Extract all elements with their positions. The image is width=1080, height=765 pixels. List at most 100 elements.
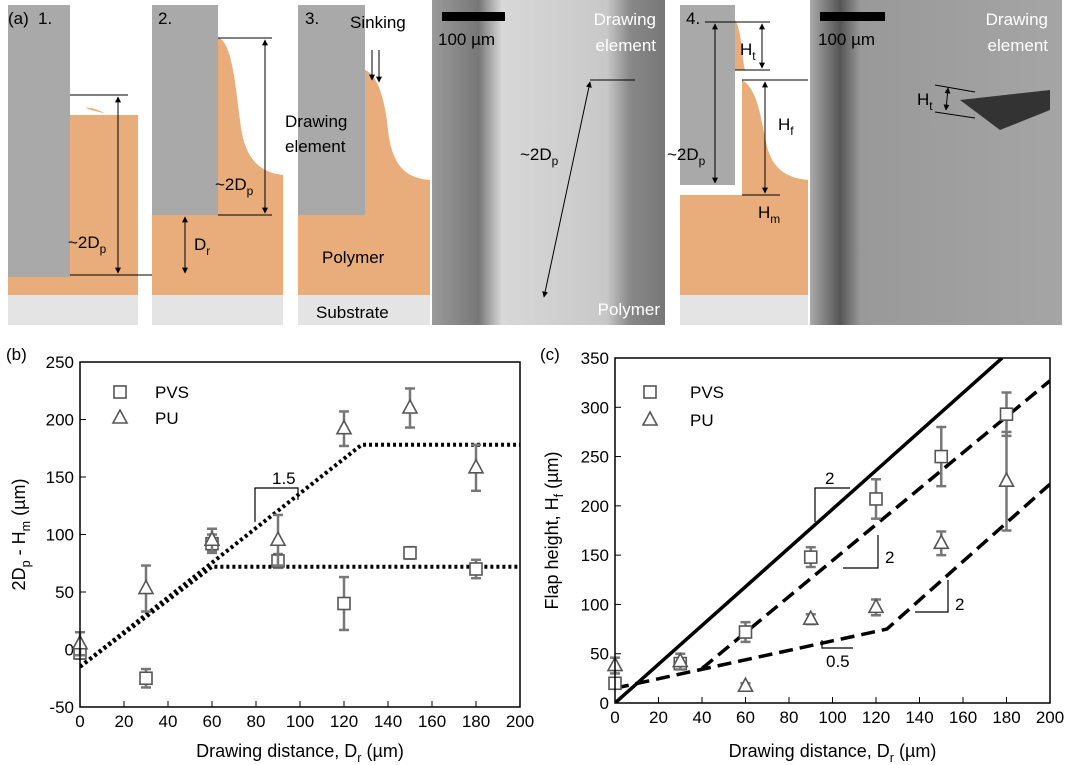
sub: m <box>19 521 33 532</box>
x-tick-label: 160 <box>418 712 446 731</box>
annotation: 2 <box>955 595 964 614</box>
plot-frame <box>614 357 1051 704</box>
label: Drawing <box>594 10 656 29</box>
sub: f <box>790 124 794 138</box>
point <box>869 492 883 506</box>
label: Polymer <box>322 248 385 267</box>
sub: r <box>890 751 894 765</box>
label: Substrate <box>316 303 389 322</box>
y-tick-label: 250 <box>581 448 609 467</box>
x-tick-label: 140 <box>374 712 402 731</box>
panel-label: (b) <box>6 345 27 364</box>
reference-line <box>80 442 520 669</box>
point <box>335 419 353 435</box>
legend-marker <box>643 385 657 399</box>
legend-marker <box>641 410 659 426</box>
axis-label: Flap height, Hf (µm) <box>542 452 566 610</box>
text: H <box>917 90 929 109</box>
scale-label: 100 µm <box>438 30 495 49</box>
step-label: 3. <box>305 9 319 28</box>
text: - H <box>9 531 29 560</box>
x-tick-label: 40 <box>693 708 712 727</box>
point <box>203 530 221 547</box>
annotation: 2 <box>885 548 894 567</box>
x-tick-label: 60 <box>736 708 755 727</box>
x-tick-label: 0 <box>75 712 84 731</box>
slope-bracket <box>843 535 879 569</box>
point <box>401 398 419 414</box>
dim-label: ~2Dp <box>520 145 559 168</box>
text: (µm) <box>361 741 403 761</box>
drawing-element <box>680 5 735 185</box>
y-tick-label: 250 <box>46 353 74 372</box>
sub: m <box>770 212 780 226</box>
drawing-element <box>298 5 365 215</box>
text: ~2D <box>215 175 247 194</box>
panel-a: (a) 1. 2. 3. 4. ~2Dp ~2Dp Dr Drawing ele… <box>8 0 1062 325</box>
polymer <box>298 70 430 295</box>
drawing-element <box>8 5 70 277</box>
x-tick-label: 200 <box>1036 708 1064 727</box>
x-tick-label: 180 <box>992 708 1020 727</box>
reference-line <box>615 358 1004 703</box>
panel-label: (a) <box>8 9 29 28</box>
text: ~2D <box>520 145 552 164</box>
sub: t <box>752 49 756 63</box>
y-tick-label: 200 <box>46 411 74 430</box>
panel-label: (c) <box>540 345 560 364</box>
label: Drawing <box>285 112 347 131</box>
substrate <box>152 295 283 325</box>
text: Drawing distance, D <box>729 741 890 761</box>
point <box>469 562 483 576</box>
drawing-element <box>152 5 218 215</box>
y-tick-label: 300 <box>581 398 609 417</box>
reference-line <box>700 379 1050 670</box>
y-tick-label: 0 <box>600 694 609 713</box>
label: Polymer <box>598 300 661 319</box>
x-tick-label: 100 <box>286 712 314 731</box>
text: Drawing distance, D <box>196 741 357 761</box>
point <box>738 625 753 639</box>
y-tick-label: 100 <box>581 595 609 614</box>
point <box>934 449 949 464</box>
text: H <box>778 115 790 134</box>
y-tick-label: 50 <box>590 645 609 664</box>
legend-label: PVS <box>690 383 724 402</box>
step-label: 1. <box>38 9 52 28</box>
axis-label: Drawing distance, Dr (µm) <box>729 741 937 765</box>
legend-label: PVS <box>155 383 189 402</box>
x-tick-label: 180 <box>462 712 490 731</box>
text: (µm) <box>894 741 936 761</box>
point <box>467 458 485 474</box>
dim-label: ~2Dp <box>667 145 706 168</box>
dim-label: ~2Dp <box>215 175 254 198</box>
polymer <box>680 80 808 295</box>
legend-label: PU <box>690 411 714 430</box>
micrograph <box>810 0 1062 325</box>
point <box>867 597 885 614</box>
annotation: 0.5 <box>826 652 850 671</box>
flap <box>735 20 745 70</box>
sub: p <box>552 154 559 168</box>
y-tick-label: 50 <box>55 583 74 602</box>
point <box>999 407 1014 421</box>
scale-bar <box>442 12 505 21</box>
plot-frame <box>79 361 521 708</box>
sub: r <box>206 244 210 258</box>
annotation: 1.5 <box>272 469 296 488</box>
point <box>802 609 820 626</box>
x-tick-label: 40 <box>159 712 178 731</box>
point <box>269 530 287 547</box>
text: ~2D <box>68 233 100 252</box>
label: Sinking <box>350 13 406 32</box>
text: ~2D <box>667 145 699 164</box>
legend-label: PU <box>155 409 179 428</box>
point <box>803 550 818 564</box>
dim-label: ~2Dp <box>68 233 107 256</box>
x-tick-label: 160 <box>949 708 977 727</box>
x-tick-label: 80 <box>780 708 799 727</box>
legend-marker <box>111 408 129 424</box>
label: Drawing <box>986 10 1048 29</box>
flap-shadow <box>960 90 1050 130</box>
